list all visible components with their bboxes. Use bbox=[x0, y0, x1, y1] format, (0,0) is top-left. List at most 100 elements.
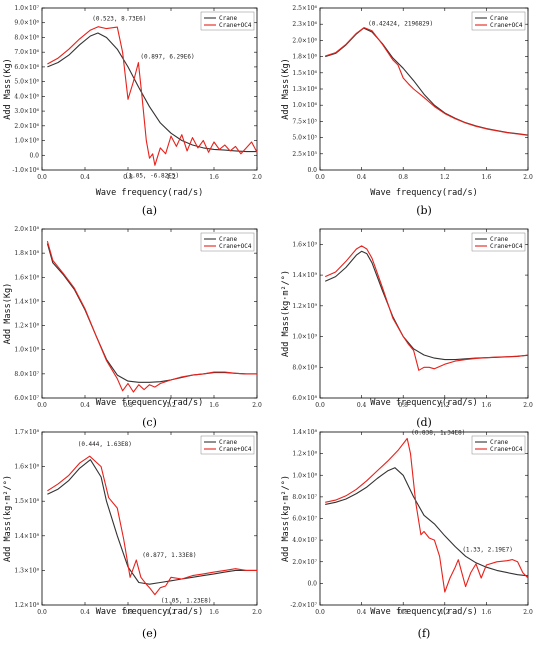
y-tick-label: 1.0×10⁶ bbox=[14, 138, 39, 145]
y-tick-label: 1.3×10⁸ bbox=[14, 567, 39, 574]
y-tick-label: 1.6×10⁹ bbox=[292, 241, 317, 248]
y-tick-label: 1.5×10⁸ bbox=[14, 498, 39, 505]
series-line-crane bbox=[47, 32, 257, 153]
y-tick-label: 1.2×10⁸ bbox=[14, 323, 39, 330]
x-tick-label: 1.2 bbox=[166, 402, 176, 409]
y-tick-label: 2.0×10⁶ bbox=[14, 123, 39, 130]
x-axis-label: Wave frequency(rad/s) bbox=[96, 188, 203, 198]
chart-panel-3: 0.0 0.4 0.8 1.2 1.6 2.0 6.0×10⁷ 8.0×10⁷ 1.0×10⁸ 1… bbox=[3, 226, 262, 429]
y-axis-label: Add Mass(Kg) bbox=[3, 283, 13, 344]
y-tick-label: 8.0×10⁷ bbox=[14, 371, 39, 378]
y-tick-label: 7.5×10⁵ bbox=[292, 118, 317, 125]
y-tick-label: 3.0×10⁶ bbox=[14, 108, 39, 115]
x-tick-label: 0.0 bbox=[37, 402, 47, 409]
x-tick-label: 0.0 bbox=[37, 174, 47, 181]
series-line-crane bbox=[46, 243, 257, 383]
data-annotation: (0.444, 1.63E8) bbox=[78, 441, 132, 448]
y-tick-label: 1.4×10⁸ bbox=[14, 298, 39, 305]
y-tick-label: 6.0×10⁶ bbox=[14, 64, 39, 71]
y-tick-label: 2.0×10⁶ bbox=[292, 37, 317, 44]
data-annotation: (0.523, 8.73E6) bbox=[92, 16, 146, 23]
y-tick-label: 8.0×10⁷ bbox=[292, 494, 317, 501]
y-tick-label: 2.0×10⁸ bbox=[14, 226, 39, 233]
series-line-crane bbox=[325, 467, 529, 577]
x-tick-label: 0.4 bbox=[357, 609, 367, 616]
y-tick-label: 1.4×10⁹ bbox=[292, 272, 317, 279]
x-tick-label: 1.2 bbox=[166, 609, 176, 616]
x-tick-label: 1.6 bbox=[482, 609, 492, 616]
series-line-crane-oc4 bbox=[47, 26, 258, 166]
x-tick-label: 1.2 bbox=[440, 402, 450, 409]
x-tick-label: 2.0 bbox=[252, 402, 262, 409]
x-tick-label: 1.6 bbox=[482, 174, 492, 181]
y-tick-label: 1.3×10⁶ bbox=[292, 86, 317, 93]
y-tick-label: 1.2×10⁸ bbox=[292, 451, 317, 458]
x-tick-label: 0.4 bbox=[357, 402, 367, 409]
panel-label: (a) bbox=[142, 204, 157, 217]
x-tick-label: 0.4 bbox=[80, 174, 90, 181]
y-axis-label: Add Mass(kg·m²/°) bbox=[281, 475, 291, 562]
series-line-crane bbox=[324, 250, 529, 361]
chart-panel-6: 0.0 0.4 0.8 1.2 1.6 2.0-2.0×10⁷0.02.0×10⁷4.0×… bbox=[281, 429, 533, 640]
y-tick-label: 4.0×10⁷ bbox=[292, 537, 317, 544]
legend-entry: Crane+OC4 bbox=[219, 446, 252, 453]
series-line-crane bbox=[47, 459, 257, 585]
y-tick-label: 8.0×10⁸ bbox=[292, 364, 317, 371]
x-tick-label: 0.0 bbox=[315, 174, 325, 181]
y-tick-label: 2.5×10⁶ bbox=[292, 5, 317, 12]
series-line-crane-oc4 bbox=[46, 240, 257, 393]
series-line-crane-oc4 bbox=[325, 437, 529, 593]
plot-frame bbox=[41, 431, 258, 606]
series-line-crane bbox=[325, 27, 529, 136]
x-tick-label: 0.4 bbox=[357, 174, 367, 181]
x-tick-label: 0.8 bbox=[123, 174, 133, 181]
x-tick-label: 1.6 bbox=[482, 402, 492, 409]
y-axis-label: Add Mass(Kg) bbox=[3, 58, 13, 119]
y-tick-label: 1.0×10⁷ bbox=[14, 5, 39, 12]
y-tick-label: 2.3×10⁶ bbox=[292, 21, 317, 28]
x-axis-label: Wave frequency(rad/s) bbox=[370, 188, 477, 198]
chart-panel-5: 0.0 0.4 0.8 1.2 1.6 2.0 1.2×10⁸ 1.3×10⁸ 1.4×10⁸ 1… bbox=[3, 429, 262, 640]
y-tick-label: 5.0×10⁵ bbox=[292, 135, 317, 142]
x-tick-label: 2.0 bbox=[523, 174, 533, 181]
y-tick-label: 1.2×10⁸ bbox=[14, 602, 39, 609]
y-tick-label: 1.0×10⁹ bbox=[292, 334, 317, 341]
x-tick-label: 0.0 bbox=[37, 609, 47, 616]
y-tick-label: 6.0×10⁷ bbox=[14, 395, 39, 402]
y-tick-label: 6.0×10⁸ bbox=[292, 395, 317, 402]
x-tick-label: 0.8 bbox=[123, 402, 133, 409]
x-tick-label: 2.0 bbox=[523, 609, 533, 616]
x-tick-label: 1.6 bbox=[209, 609, 219, 616]
y-tick-label: 4.0×10⁶ bbox=[14, 93, 39, 100]
y-tick-label: 1.2×10⁹ bbox=[292, 303, 317, 310]
data-annotation: (0.42424, 2196829) bbox=[368, 21, 433, 28]
data-annotation: (0.838, 1.34E8) bbox=[411, 429, 465, 436]
legend-entry: Crane bbox=[490, 439, 508, 446]
y-tick-label: 1.7×10⁸ bbox=[14, 429, 39, 436]
legend-entry: Crane bbox=[219, 439, 237, 446]
x-tick-label: 0.8 bbox=[123, 609, 133, 616]
data-annotation: (1.05, 1.23E8) bbox=[161, 598, 212, 605]
chart-panel-4: 0.0 0.4 0.8 1.2 1.6 2.0 6.0×10⁸ 8.0×10⁸ 1.0×10⁹ 1… bbox=[281, 228, 533, 429]
legend-entry: Crane+OC4 bbox=[219, 22, 252, 29]
legend-entry: Crane+OC4 bbox=[490, 22, 523, 29]
x-tick-label: 0.8 bbox=[398, 174, 408, 181]
x-tick-label: 1.6 bbox=[209, 402, 219, 409]
data-annotation: (0.897, 6.29E6) bbox=[140, 54, 194, 61]
y-tick-label: 1.8×10⁶ bbox=[292, 54, 317, 61]
x-tick-label: 0.0 bbox=[315, 402, 325, 409]
x-tick-label: 1.6 bbox=[209, 174, 219, 181]
x-tick-label: 0.8 bbox=[398, 402, 408, 409]
y-tick-label: 9.0×10⁶ bbox=[14, 20, 39, 27]
plot-frame bbox=[41, 7, 258, 171]
y-tick-label: 0.0 bbox=[307, 580, 317, 587]
x-axis-label: Wave frequency(rad/s) bbox=[96, 398, 203, 408]
x-tick-label: 0.0 bbox=[315, 609, 325, 616]
y-tick-label: 8.0×10⁶ bbox=[14, 34, 39, 41]
data-annotation: (0.877, 1.33E8) bbox=[142, 552, 196, 559]
data-annotation: (1.05, -6.82E5) bbox=[125, 172, 179, 179]
x-axis-label: Wave frequency(rad/s) bbox=[96, 607, 203, 617]
